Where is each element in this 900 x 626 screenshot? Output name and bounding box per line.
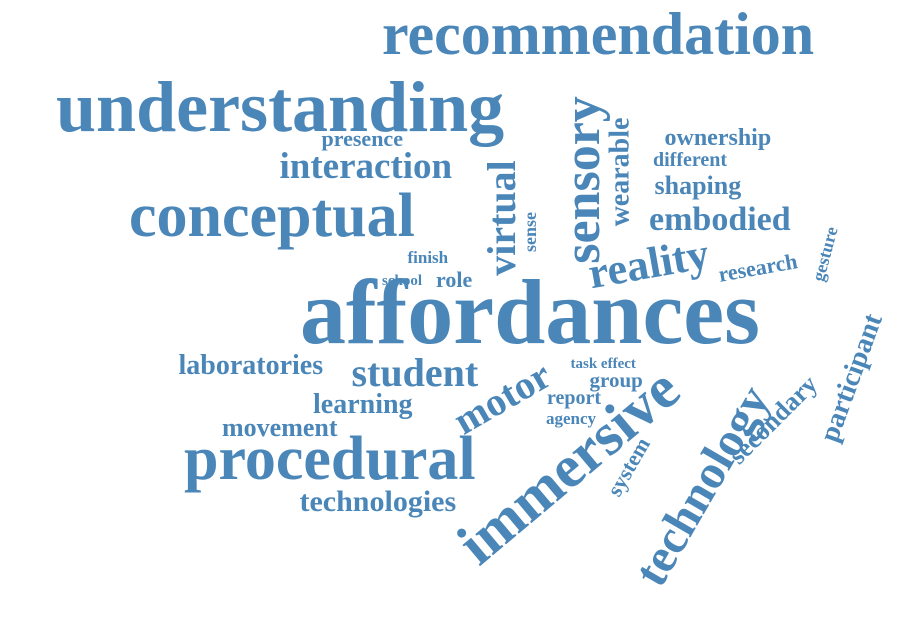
cloud-word: task effect [570, 355, 636, 372]
cloud-word: role [436, 267, 473, 292]
cloud-word: interaction [279, 145, 453, 187]
cloud-word: sense [520, 212, 540, 252]
cloud-word: learning [313, 389, 413, 420]
cloud-word: sensory [553, 96, 611, 264]
cloud-word: movement [222, 413, 338, 442]
cloud-word: understanding [56, 67, 505, 147]
cloud-word: participant [813, 309, 889, 446]
cloud-word: embodied [649, 201, 791, 238]
cloud-word: student [351, 350, 479, 395]
cloud-word: school [382, 272, 423, 289]
cloud-word: recommendation [382, 1, 815, 67]
cloud-word: shaping [654, 171, 742, 200]
cloud-word: ownership [664, 125, 772, 151]
cloud-word: affordances [300, 261, 760, 363]
cloud-word: virtual [478, 160, 524, 276]
cloud-word: conceptual [129, 182, 415, 250]
cloud-word: presence [321, 126, 403, 151]
cloud-word: wearable [603, 117, 635, 227]
cloud-word: finish [407, 247, 449, 267]
cloud-word: group [589, 367, 643, 392]
cloud-word: agency [546, 408, 597, 428]
cloud-word: different [653, 149, 728, 171]
cloud-word: report [547, 387, 602, 409]
cloud-word: procedural [184, 425, 476, 493]
cloud-word: technologies [299, 485, 457, 518]
cloud-word: laboratories [178, 350, 324, 381]
cloud-word: gesture [807, 224, 842, 284]
